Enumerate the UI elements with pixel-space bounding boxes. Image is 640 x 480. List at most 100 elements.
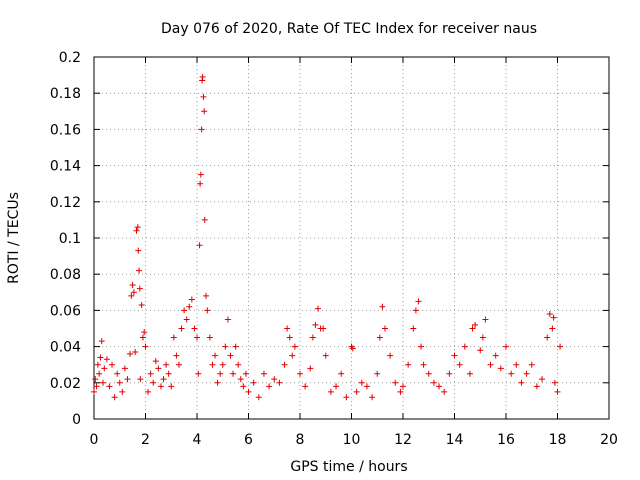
data-point	[544, 334, 551, 341]
data-point	[415, 298, 422, 305]
x-tick-label: 4	[193, 432, 202, 448]
data-point	[497, 365, 504, 372]
x-axis-label: GPS time / hours	[290, 459, 407, 475]
y-tick-label: 0.04	[50, 340, 81, 356]
data-point	[109, 361, 116, 368]
data-point	[116, 379, 123, 386]
data-point	[307, 365, 314, 372]
data-point	[124, 376, 131, 383]
data-point	[106, 383, 113, 390]
data-point	[271, 376, 278, 383]
data-point	[92, 376, 99, 383]
data-point	[147, 370, 154, 377]
data-point	[137, 376, 144, 383]
data-point	[376, 334, 383, 341]
data-point	[420, 361, 427, 368]
data-point	[196, 242, 203, 249]
x-tick-label: 14	[446, 432, 464, 448]
data-point	[446, 370, 453, 377]
data-point	[286, 334, 293, 341]
data-point	[482, 316, 489, 323]
data-point	[199, 73, 206, 80]
data-point	[201, 108, 208, 115]
data-point	[302, 383, 309, 390]
data-point	[451, 352, 458, 359]
data-point	[97, 354, 104, 361]
data-point	[472, 321, 479, 328]
data-point	[260, 370, 267, 377]
data-point	[309, 334, 316, 341]
data-point	[160, 376, 167, 383]
data-point	[405, 361, 412, 368]
data-point	[98, 338, 105, 345]
data-point	[170, 334, 177, 341]
data-point	[232, 343, 239, 350]
data-point	[127, 350, 134, 357]
data-point	[551, 379, 558, 386]
y-tick-label: 0.12	[50, 195, 81, 211]
data-point	[533, 383, 540, 390]
data-point	[183, 316, 190, 323]
y-tick-label: 0.16	[50, 122, 81, 138]
data-point	[400, 383, 406, 390]
data-point	[503, 343, 509, 350]
data-point	[198, 126, 205, 133]
x-tick-label: 16	[497, 432, 515, 448]
data-point	[250, 379, 257, 386]
y-tick-label: 0.08	[50, 267, 81, 283]
data-point	[392, 379, 399, 386]
data-point	[469, 325, 476, 332]
data-point	[209, 361, 216, 368]
data-point	[436, 383, 443, 390]
data-point	[518, 379, 525, 386]
data-point	[492, 352, 499, 359]
data-point	[96, 370, 103, 377]
data-point	[425, 370, 432, 377]
data-point	[227, 352, 234, 359]
data-point	[242, 370, 249, 377]
data-point	[145, 388, 152, 395]
data-point	[188, 296, 195, 303]
data-point	[195, 370, 202, 377]
data-point	[237, 376, 244, 383]
data-point	[487, 361, 494, 368]
data-point	[152, 358, 159, 365]
x-tick-label: 2	[141, 432, 150, 448]
x-tick-label: 18	[549, 432, 567, 448]
data-point	[230, 370, 237, 377]
data-point	[387, 352, 394, 359]
data-point	[132, 349, 139, 356]
data-point	[281, 361, 288, 368]
y-tick-label: 0.06	[50, 303, 81, 319]
data-point	[206, 334, 213, 341]
data-point	[235, 361, 242, 368]
x-tick-label: 10	[343, 432, 361, 448]
data-point	[194, 334, 200, 341]
data-point	[197, 171, 204, 178]
data-point	[135, 247, 142, 254]
data-point	[119, 388, 126, 395]
data-point	[508, 370, 515, 377]
data-point	[312, 321, 319, 328]
data-point	[477, 347, 484, 354]
data-point	[461, 343, 468, 350]
data-point	[217, 370, 224, 377]
data-point	[94, 361, 101, 368]
data-point	[178, 325, 185, 332]
data-point	[134, 224, 141, 231]
data-point	[175, 361, 182, 368]
data-point	[430, 379, 437, 386]
data-point	[539, 376, 546, 383]
data-point	[136, 285, 143, 292]
data-point	[181, 307, 188, 314]
data-point	[513, 361, 520, 368]
chart-title: Day 076 of 2020, Rate Of TEC Index for r…	[161, 21, 537, 37]
data-point	[101, 365, 108, 372]
data-point	[297, 370, 303, 377]
data-point	[349, 345, 356, 352]
y-tick-label: 0.2	[59, 50, 81, 66]
data-point	[397, 388, 404, 395]
y-tick-label: 0.18	[50, 86, 81, 102]
data-point	[410, 325, 417, 332]
y-tick-label: 0.1	[59, 231, 81, 247]
